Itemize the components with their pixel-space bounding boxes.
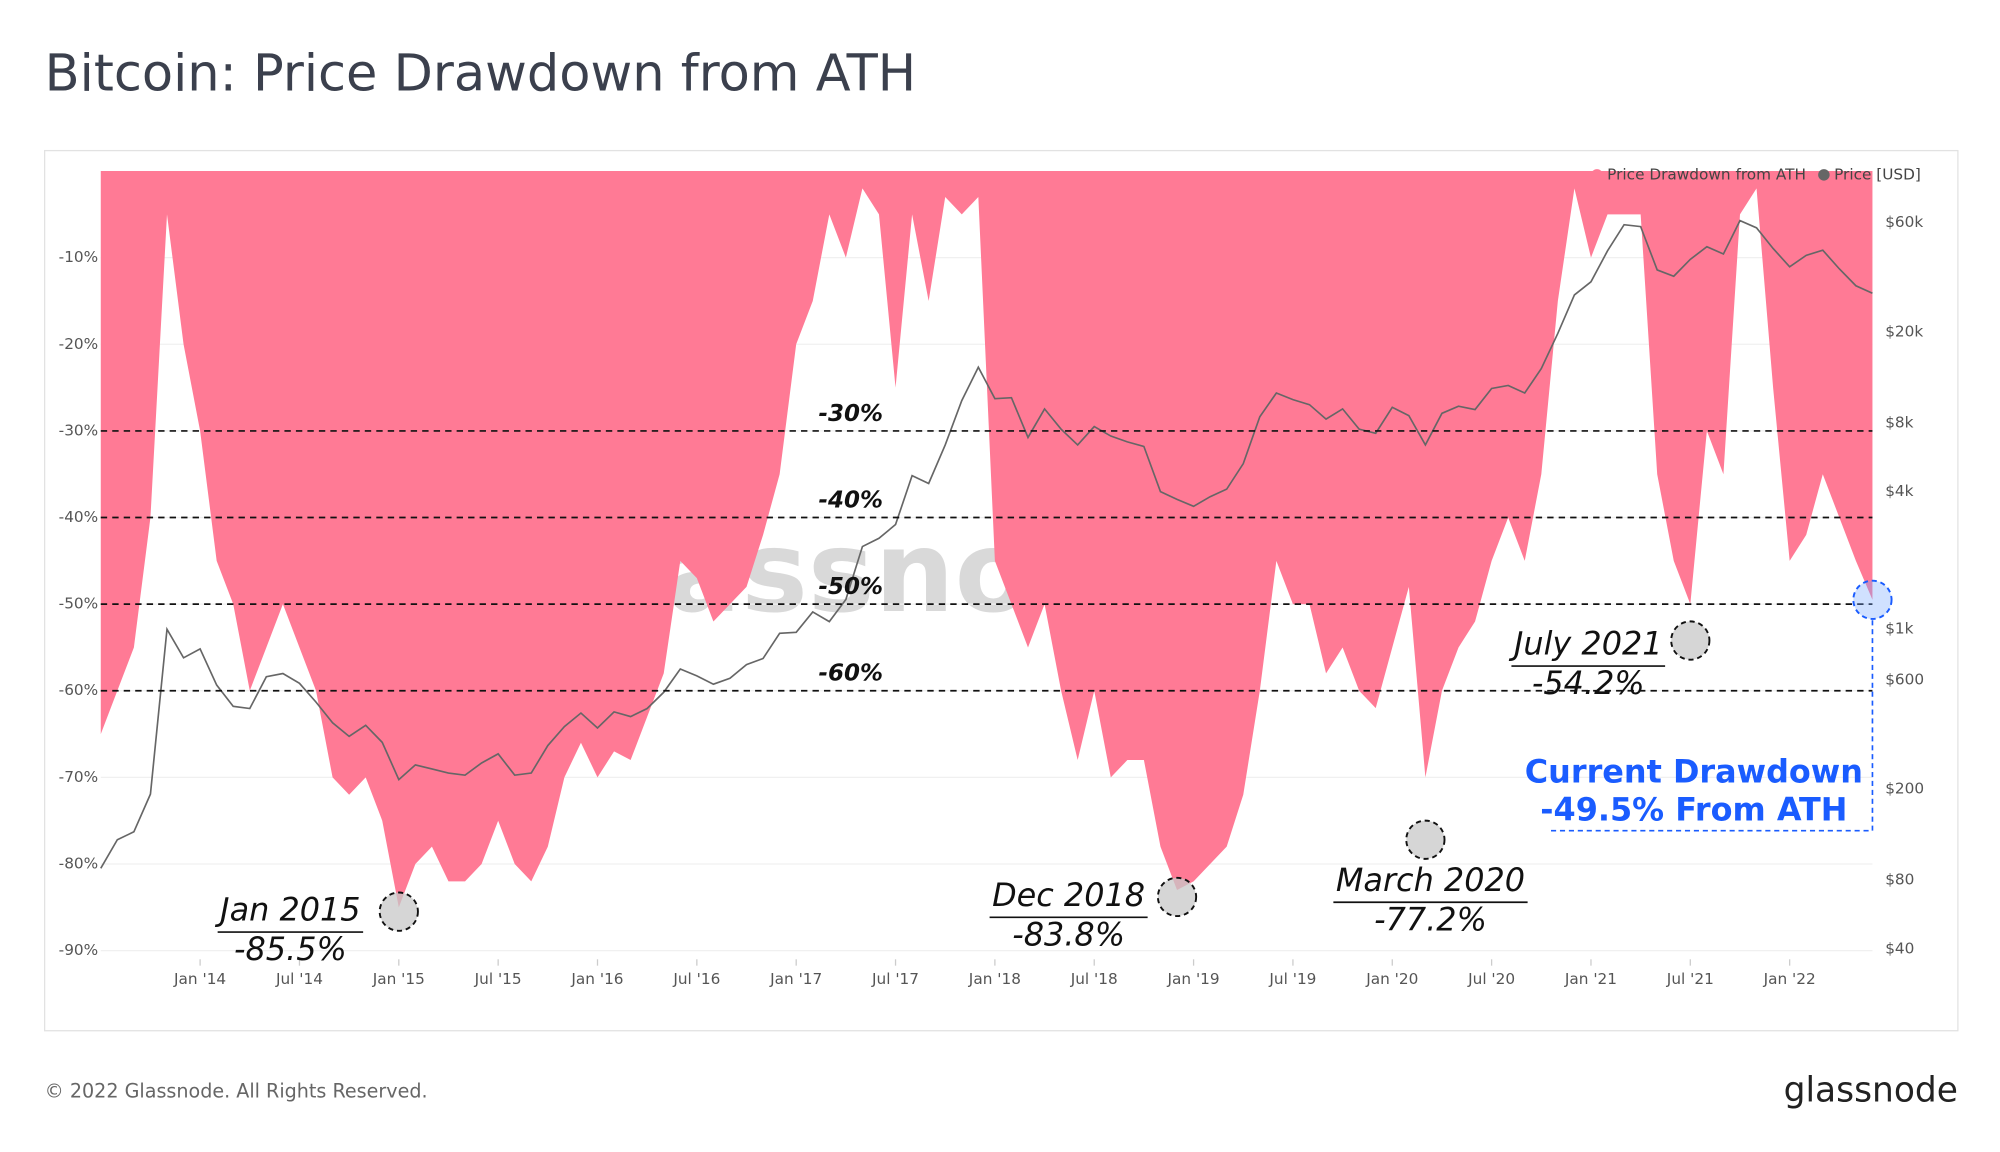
annotation-label: Jan 2015 [214, 891, 360, 929]
x-tick-label: Jul '15 [474, 970, 522, 988]
x-tick-label: Jan '16 [570, 970, 623, 988]
annotation-value: -54.2% [1532, 664, 1645, 702]
x-tick-label: Jan '21 [1564, 970, 1617, 988]
reference-label: -30% [819, 401, 883, 427]
y2-tick-label: $20k [1885, 322, 1923, 340]
y2-tick-label: $600 [1885, 670, 1924, 688]
annotation-value: -49.5% From ATH [1540, 791, 1847, 829]
y2-tick-label: $1k [1885, 620, 1913, 638]
x-tick-label: Jan '22 [1763, 970, 1816, 988]
y2-tick-label: $80 [1885, 871, 1914, 889]
footer: © 2022 Glassnode. All Rights Reserved. [45, 1079, 428, 1102]
annotation-label: March 2020 [1336, 861, 1525, 899]
legend-label: Price Drawdown from ATH [1607, 165, 1806, 183]
legend-label: Price [USD] [1834, 165, 1921, 183]
y-tick-label: -50% [59, 595, 99, 613]
x-tick-label: Jan '14 [173, 970, 226, 988]
x-tick-label: Jul '16 [672, 970, 720, 988]
legend-swatch [1591, 169, 1603, 181]
annotation-marker [378, 891, 419, 932]
y-tick-label: -90% [59, 941, 99, 959]
annotation-marker [1852, 579, 1893, 620]
reference-label: -50% [819, 574, 883, 600]
annotation-marker [1156, 876, 1198, 918]
y-tick-label: -70% [59, 768, 99, 786]
x-tick-label: Jan '18 [968, 970, 1021, 988]
x-tick-label: Jul '18 [1070, 970, 1118, 988]
x-tick-label: Jul '17 [871, 970, 919, 988]
legend-swatch [1818, 169, 1830, 181]
y-tick-label: -30% [59, 421, 99, 439]
y2-tick-label: $40 [1885, 939, 1914, 957]
x-tick-label: Jul '20 [1467, 970, 1515, 988]
x-tick-label: Jan '19 [1167, 970, 1220, 988]
x-tick-label: Jan '17 [769, 970, 822, 988]
reference-label: -40% [819, 487, 883, 513]
annotation-label: July 2021 [1508, 625, 1663, 663]
x-tick-label: Jan '15 [372, 970, 425, 988]
annotation-value: -77.2% [1374, 900, 1487, 938]
annotation-marker [1405, 819, 1446, 860]
y2-tick-label: $8k [1885, 413, 1913, 431]
y2-tick-label: $200 [1885, 780, 1924, 798]
chart-title: Bitcoin: Price Drawdown from ATH [45, 45, 917, 104]
x-tick-label: Jan '20 [1365, 970, 1418, 988]
y2-tick-label: $4k [1885, 482, 1913, 500]
y-tick-label: -40% [59, 508, 99, 526]
y2-tick-label: $60k [1885, 213, 1923, 231]
y-tick-label: -10% [59, 248, 99, 266]
y-tick-label: -80% [59, 855, 99, 873]
annotation-value: -83.8% [1012, 915, 1125, 953]
price-line [100, 219, 1873, 869]
annotation-marker [1670, 620, 1711, 661]
reference-label: -60% [819, 661, 883, 687]
annotation-label: Dec 2018 [992, 876, 1145, 914]
y-tick-label: -20% [59, 335, 99, 353]
annotation-value: -85.5% [234, 930, 347, 968]
x-tick-label: Jul '14 [275, 970, 323, 988]
x-tick-label: Jul '21 [1666, 970, 1714, 988]
annotation-label: Current Drawdown [1525, 752, 1863, 790]
brand: glassnode [1784, 1070, 1958, 1110]
x-tick-label: Jul '19 [1268, 970, 1316, 988]
y-tick-label: -60% [59, 681, 99, 699]
drawdown-area [100, 171, 1873, 908]
